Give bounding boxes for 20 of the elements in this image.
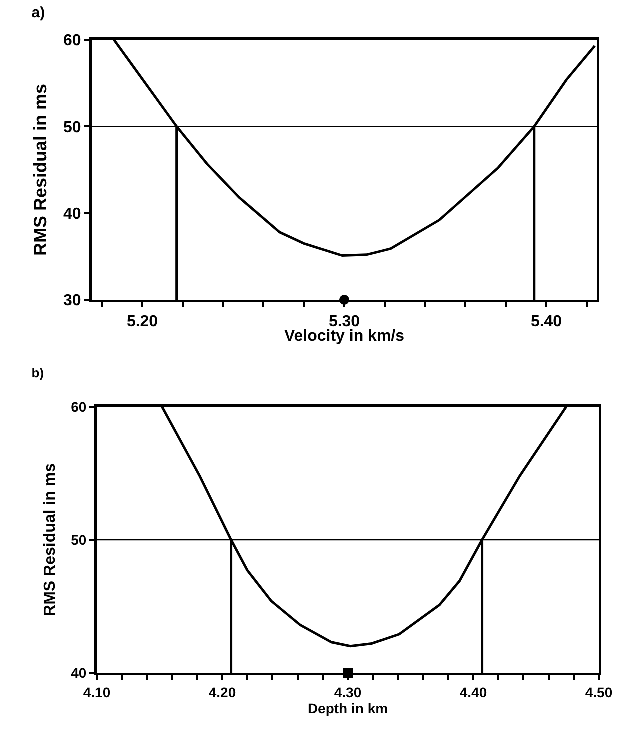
x-tick-label: 4.50 [585, 684, 613, 700]
y-axis-title: RMS Residual in ms [42, 463, 59, 616]
x-tick-label: 4.40 [460, 684, 488, 700]
x-axis-title: Depth in km [308, 700, 388, 716]
y-tick-label: 40 [71, 664, 87, 681]
y-axis-title: RMS Residual in ms [30, 84, 50, 256]
chart-title: b) [32, 366, 44, 381]
x-tick-label: 4.20 [208, 684, 236, 700]
chart-title: a) [32, 4, 46, 22]
y-tick-label: 60 [64, 32, 82, 50]
x-tick-label: 4.10 [83, 684, 111, 700]
x-axis-title: Velocity in km/s [284, 328, 405, 345]
x-tick-label: 4.30 [334, 684, 362, 700]
y-tick-label: 40 [64, 206, 82, 223]
x-tick-label: 5.40 [530, 314, 562, 331]
y-tick-label: 30 [64, 292, 82, 310]
y-tick-label: 50 [64, 119, 82, 136]
y-tick-label: 60 [71, 398, 87, 415]
x-tick-label: 5.20 [126, 314, 158, 331]
y-tick-label: 50 [71, 532, 87, 548]
